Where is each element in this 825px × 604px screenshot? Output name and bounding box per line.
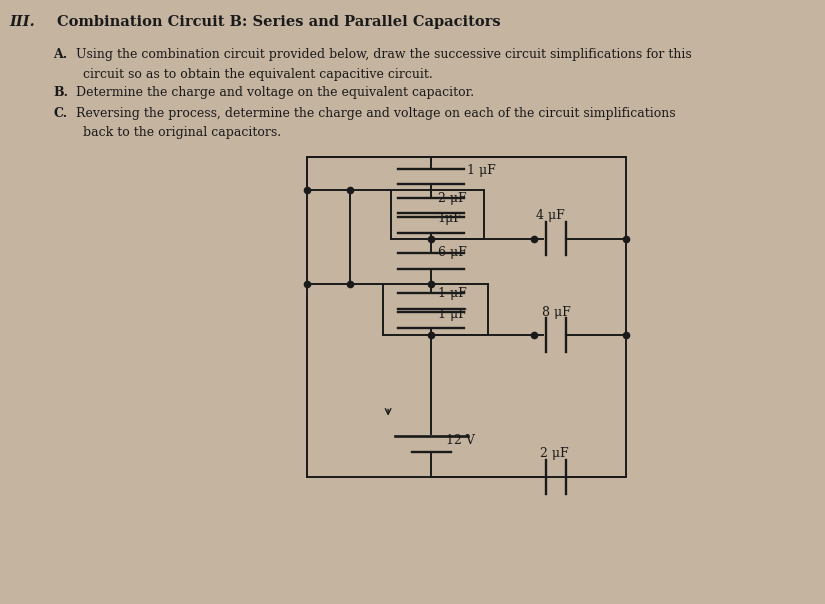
Text: Reversing the process, determine the charge and voltage on each of the circuit s: Reversing the process, determine the cha… (76, 107, 675, 120)
Text: 4 μF: 4 μF (536, 209, 565, 222)
Text: Determine the charge and voltage on the equivalent capacitor.: Determine the charge and voltage on the … (76, 86, 474, 99)
Text: 1 μF: 1 μF (467, 164, 496, 177)
Text: 1μF: 1μF (438, 212, 463, 225)
Text: III.: III. (9, 15, 35, 29)
Text: Using the combination circuit provided below, draw the successive circuit simpli: Using the combination circuit provided b… (76, 48, 691, 62)
Text: circuit so as to obtain the equivalent capacitive circuit.: circuit so as to obtain the equivalent c… (82, 68, 432, 81)
Text: Combination Circuit B: Series and Parallel Capacitors: Combination Circuit B: Series and Parall… (57, 15, 500, 29)
Text: 1 μF: 1 μF (438, 307, 466, 321)
Text: B.: B. (54, 86, 68, 99)
Text: 6 μF: 6 μF (438, 246, 466, 259)
Text: A.: A. (54, 48, 68, 62)
Text: 8 μF: 8 μF (542, 306, 570, 319)
Text: C.: C. (54, 107, 68, 120)
Text: 2 μF: 2 μF (438, 191, 466, 205)
Text: 12 V: 12 V (446, 434, 474, 448)
Text: 2 μF: 2 μF (540, 446, 568, 460)
Text: 1 μF: 1 μF (438, 287, 466, 300)
Text: back to the original capacitors.: back to the original capacitors. (82, 126, 280, 140)
